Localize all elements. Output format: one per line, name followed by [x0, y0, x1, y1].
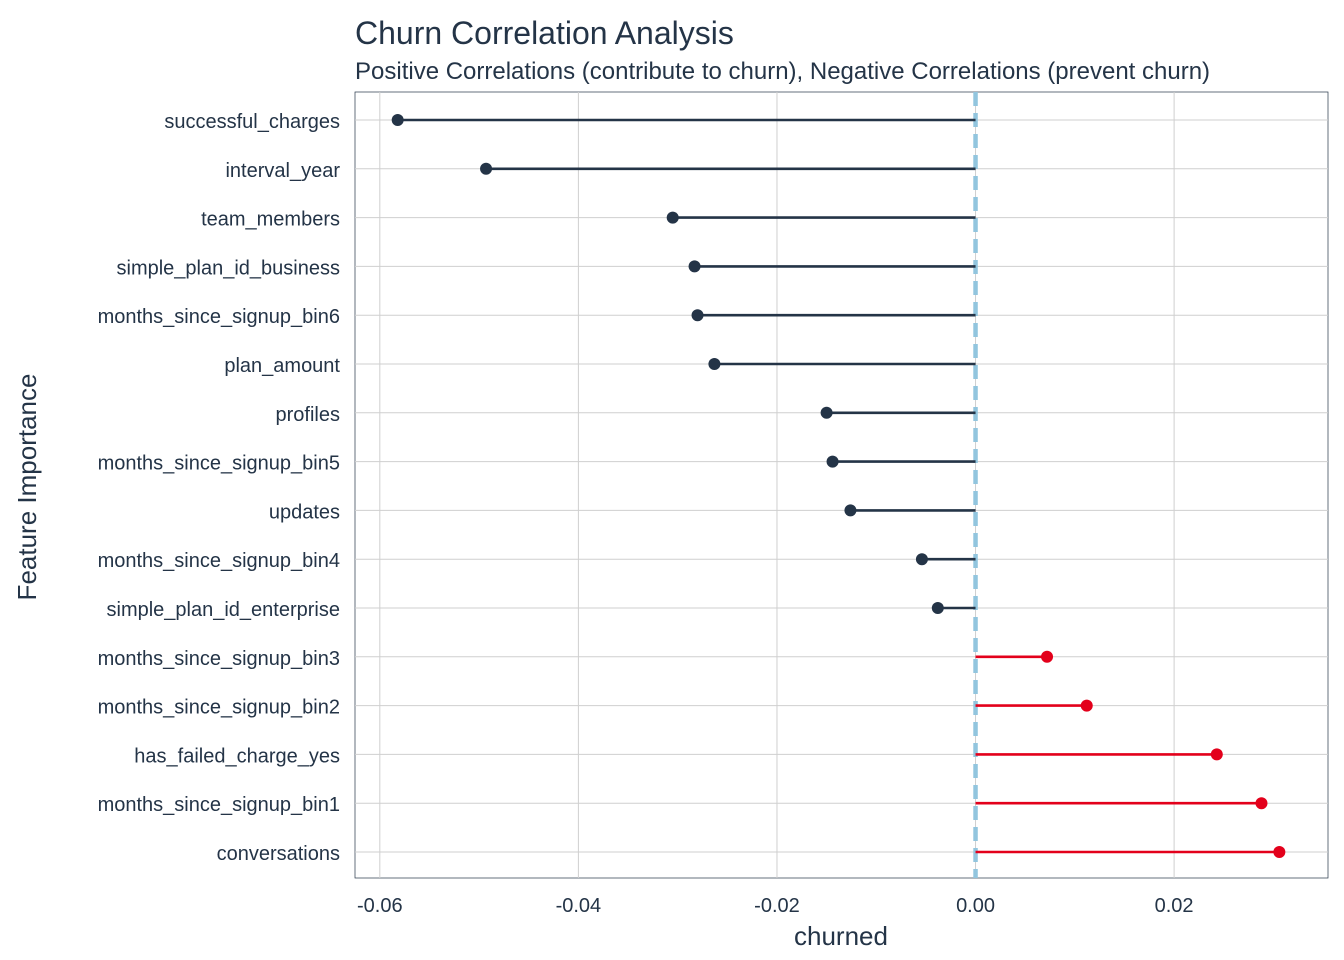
- lollipop-point: [1255, 797, 1268, 810]
- lollipop-point: [691, 309, 704, 322]
- y-tick-label: updates: [269, 501, 340, 523]
- y-tick-label: months_since_signup_bin2: [98, 697, 340, 719]
- horizontal-gridlines: [355, 119, 1328, 853]
- lollipop-point: [708, 358, 721, 370]
- lollipop-point: [391, 114, 404, 126]
- lollipop-point: [915, 553, 928, 566]
- y-tick-label: months_since_signup_bin3: [98, 648, 340, 670]
- x-tick-label: -0.02: [754, 895, 800, 917]
- vertical-gridlines: [379, 92, 1175, 878]
- x-axis-tick-labels: -0.06 -0.04 -0.02 0.00 0.02: [357, 895, 1194, 917]
- y-tick-label: months_since_signup_bin4: [98, 550, 340, 572]
- y-axis-title: Feature Importance: [12, 374, 42, 601]
- lollipop-point: [480, 162, 493, 175]
- plot-frame: [354, 91, 1329, 879]
- y-tick-label: simple_plan_id_business: [117, 257, 340, 279]
- y-tick-label: conversations: [217, 843, 340, 865]
- y-tick-label: interval_year: [225, 160, 340, 182]
- y-tick-label: months_since_signup_bin1: [98, 794, 340, 816]
- y-tick-label: simple_plan_id_enterprise: [107, 599, 340, 621]
- y-axis-tick-labels: successful_charges interval_year team_memb…: [98, 111, 341, 865]
- y-tick-label: months_since_signup_bin6: [98, 306, 340, 328]
- x-tick-label: -0.06: [357, 895, 403, 917]
- x-axis-title: churned: [794, 921, 888, 951]
- lollipop-point: [666, 211, 679, 224]
- lollipop-point: [844, 504, 857, 517]
- y-tick-label: plan_amount: [224, 355, 340, 377]
- y-tick-label: successful_charges: [164, 111, 340, 133]
- lollipop-point: [1210, 748, 1223, 761]
- x-tick-label: 0.02: [1155, 895, 1194, 917]
- lollipop-point: [931, 602, 944, 614]
- lollipop-point: [826, 455, 839, 468]
- lollipop-point: [820, 406, 833, 419]
- lollipop-stems: [397, 118, 1280, 854]
- y-tick-label: months_since_signup_bin5: [98, 453, 340, 475]
- plot-area: [354, 91, 1329, 879]
- chart-title: Churn Correlation Analysis: [355, 15, 734, 51]
- y-tick-label: team_members: [201, 209, 340, 231]
- lollipop-point: [1273, 846, 1286, 858]
- lollipop-points: [391, 114, 1286, 858]
- lollipop-point: [1041, 650, 1054, 663]
- x-tick-label: 0.00: [956, 895, 995, 917]
- y-tick-label: has_failed_charge_yes: [134, 745, 340, 767]
- y-tick-label: profiles: [276, 404, 340, 426]
- x-tick-label: -0.04: [556, 895, 602, 917]
- lollipop-point: [1080, 699, 1093, 712]
- lollipop-point: [688, 260, 701, 273]
- chart-subtitle: Positive Correlations (contribute to chu…: [355, 58, 1210, 85]
